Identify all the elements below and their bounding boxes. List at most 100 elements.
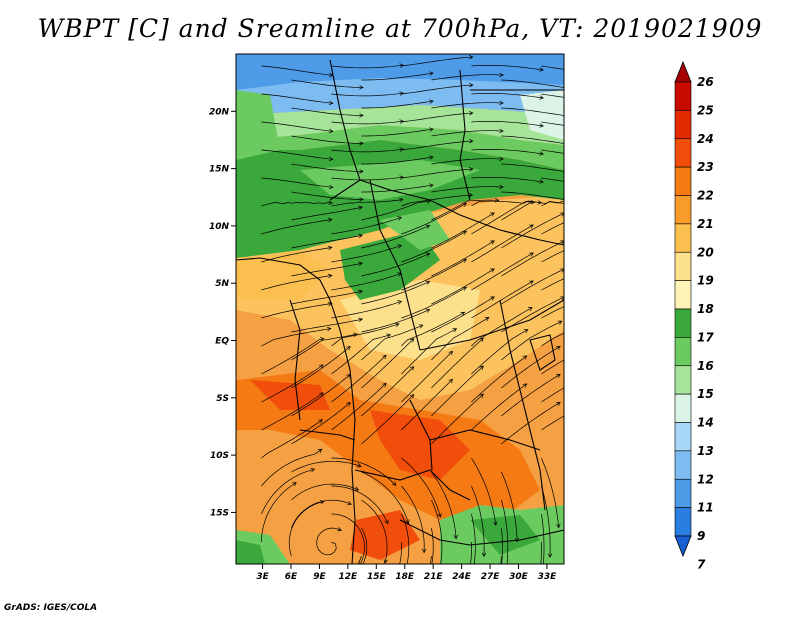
streamline <box>470 541 472 564</box>
colorbar-swatch <box>674 110 692 140</box>
chart-title: WBPT [C] and Sreamline at 700hPa, VT: 20… <box>37 14 763 43</box>
streamline-arrow <box>469 54 474 60</box>
streamline <box>261 149 333 160</box>
streamline <box>291 107 363 116</box>
streamline <box>401 112 473 123</box>
lon-tick-label: 21E <box>424 572 444 582</box>
streamline-arrow <box>604 261 608 265</box>
colorbar-swatch <box>674 166 692 196</box>
colorbar-label: 22 <box>697 189 714 203</box>
streamline-arrow <box>453 534 459 540</box>
streamline-arrow <box>539 179 544 184</box>
streamline <box>571 192 643 195</box>
streamline <box>541 250 564 263</box>
streamline-arrow <box>560 296 564 301</box>
streamline-arrow <box>539 151 544 156</box>
country-borders <box>236 59 564 564</box>
streamline <box>361 184 434 193</box>
streamline-arrow <box>631 355 635 358</box>
streamline-arrow <box>358 233 364 238</box>
streamline <box>571 108 643 111</box>
streamline <box>431 74 504 81</box>
streamline-arrow <box>429 183 434 188</box>
streamline-arrow <box>399 175 404 180</box>
streamline <box>291 234 363 249</box>
streamline <box>401 194 473 207</box>
streamline <box>558 556 571 618</box>
streamline-arrow <box>609 128 613 132</box>
streamline <box>261 275 332 291</box>
streamline <box>571 80 643 83</box>
streamline <box>261 177 333 188</box>
streamline <box>261 303 332 319</box>
streamline-arrow <box>556 374 561 378</box>
streamline <box>361 156 434 165</box>
colorbar-top-arrow <box>674 60 692 83</box>
streamline <box>361 200 431 221</box>
lat-tick-label: 15N <box>209 165 230 175</box>
colorbar-label: 9 <box>697 529 705 543</box>
streamline <box>401 457 441 518</box>
streamline-arrow <box>328 200 333 205</box>
streamline-arrow <box>425 252 431 257</box>
colorbar-swatch <box>674 365 692 395</box>
streamline-arrow <box>347 500 352 506</box>
streamline-arrow <box>399 119 404 124</box>
streamline <box>331 383 387 431</box>
colorbar-swatch <box>674 308 692 338</box>
streamline-arrow <box>569 198 573 202</box>
streamline-arrow <box>326 326 332 332</box>
streamline-arrow <box>636 282 640 286</box>
streamline <box>501 135 564 144</box>
streamline <box>361 72 434 81</box>
colorbar-swatch <box>674 280 692 310</box>
streamline <box>291 206 363 221</box>
streamline <box>571 311 640 332</box>
streamline-arrow <box>429 99 434 104</box>
streamline-arrow <box>539 95 544 100</box>
streamline <box>401 379 453 431</box>
streamline-arrow <box>425 224 431 229</box>
streamline-arrow <box>452 328 458 333</box>
streamline-arrow <box>490 296 495 301</box>
streamline-arrow <box>479 393 484 399</box>
streamline <box>471 177 544 183</box>
lon-tick-label: 30E <box>509 572 529 582</box>
streamline-arrow <box>462 258 468 263</box>
streamline-arrow <box>462 202 468 207</box>
streamline-arrow <box>448 350 454 356</box>
streamline-arrow <box>479 337 484 343</box>
streamline <box>291 191 363 200</box>
streamlines <box>261 54 643 618</box>
streamline-arrow <box>609 156 613 160</box>
streamline <box>430 555 432 564</box>
streamline <box>571 202 640 220</box>
streamline <box>261 93 333 104</box>
streamline-arrow <box>418 324 424 329</box>
streamline <box>331 513 365 564</box>
streamline-arrow <box>469 110 474 116</box>
streamline-arrow <box>530 609 534 613</box>
streamline-arrow <box>539 67 544 72</box>
streamline <box>401 230 467 263</box>
streamline-arrow <box>529 224 534 229</box>
streamline <box>501 268 564 305</box>
streamline-arrow <box>373 601 377 605</box>
streamline <box>431 296 495 333</box>
streamline <box>431 365 484 417</box>
streamline <box>261 65 333 76</box>
streamline <box>501 346 561 389</box>
streamline <box>361 253 430 277</box>
streamline <box>361 309 430 333</box>
streamline-arrow <box>394 322 400 327</box>
streamline <box>401 286 467 319</box>
streamline <box>331 355 387 403</box>
colorbar-swatch <box>674 422 692 452</box>
streamline-arrow <box>318 419 323 424</box>
lon-tick-label: 33E <box>538 572 558 582</box>
streamline <box>541 332 564 347</box>
streamline <box>571 283 640 304</box>
streamline <box>541 65 564 70</box>
colorbar-label: 16 <box>697 359 714 373</box>
streamline-arrow <box>359 197 364 202</box>
